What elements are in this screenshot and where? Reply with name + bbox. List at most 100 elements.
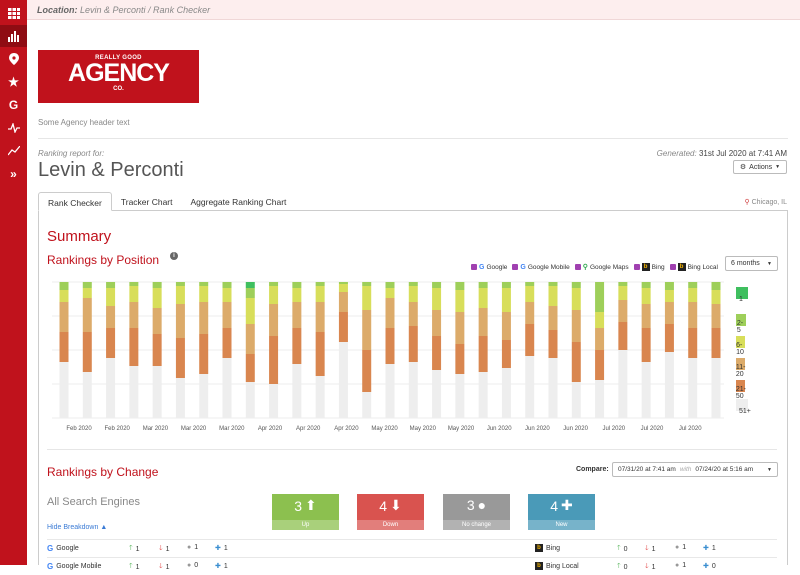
- bar-segment-51+[interactable]: [408, 362, 418, 418]
- bar-segment-6-10[interactable]: [664, 290, 674, 302]
- bar-segment-6-10[interactable]: [478, 288, 488, 308]
- bar-segment-51+[interactable]: [711, 358, 721, 418]
- legend-item[interactable]: 11-20: [736, 350, 749, 378]
- activity-icon[interactable]: [0, 117, 27, 139]
- legend-item[interactable]: 6-10: [736, 328, 747, 356]
- bar-segment-2-5[interactable]: [269, 282, 279, 286]
- bar-segment-6-10[interactable]: [269, 286, 279, 304]
- bar-segment-11-20[interactable]: [641, 304, 651, 328]
- tab-rank-checker[interactable]: Rank Checker: [38, 192, 112, 211]
- bar-segment-51+[interactable]: [175, 378, 185, 418]
- tab-aggregate-ranking-chart[interactable]: Aggregate Ranking Chart: [190, 197, 287, 207]
- bar-segment-21-50[interactable]: [315, 332, 325, 376]
- bar-segment-2-5[interactable]: [595, 282, 605, 312]
- tab-tracker-chart[interactable]: Tracker Chart: [120, 197, 173, 207]
- bar-segment-21-50[interactable]: [362, 350, 372, 392]
- bar-segment-2-5[interactable]: [362, 282, 372, 286]
- bar-segment-11-20[interactable]: [59, 302, 69, 332]
- bar-segment-2-5[interactable]: [199, 282, 209, 286]
- bar-segment-11-20[interactable]: [199, 302, 209, 334]
- bar-segment-51+[interactable]: [641, 362, 651, 418]
- bar-segment-6-10[interactable]: [548, 286, 558, 306]
- bar-segment-6-10[interactable]: [292, 288, 302, 302]
- compare-select[interactable]: 07/31/20 at 7:41 am with 07/24/20 at 5:1…: [612, 462, 778, 477]
- change-card-new[interactable]: 4 ✚ New: [528, 494, 595, 530]
- bar-segment-21-50[interactable]: [525, 324, 535, 356]
- actions-button[interactable]: ⚙ Actions ▼: [733, 160, 787, 174]
- engine-filter-bing[interactable]: b Bing: [633, 263, 665, 271]
- bar-segment-51+[interactable]: [362, 392, 372, 418]
- bar-segment-21-50[interactable]: [59, 332, 69, 362]
- bar-segment-21-50[interactable]: [82, 332, 92, 372]
- bar-segment-51+[interactable]: [595, 380, 605, 418]
- bar-segment-11-20[interactable]: [385, 298, 395, 328]
- bar-segment-51+[interactable]: [385, 364, 395, 418]
- engine-filter-bing-local[interactable]: b Bing Local: [669, 263, 718, 271]
- bar-segment-51+[interactable]: [432, 370, 442, 418]
- bar-segment-51+[interactable]: [222, 358, 232, 418]
- bar-segment-6-10[interactable]: [501, 288, 511, 312]
- bar-segment-6-10[interactable]: [688, 288, 698, 302]
- bar-segment-6-10[interactable]: [385, 288, 395, 298]
- bar-segment-11-20[interactable]: [222, 302, 232, 328]
- legend-item[interactable]: 51+: [736, 394, 751, 415]
- bar-segment-11-20[interactable]: [408, 302, 418, 326]
- bar-segment-11-20[interactable]: [338, 292, 348, 312]
- bar-segment-2-5[interactable]: [175, 282, 185, 286]
- bar-segment-11-20[interactable]: [362, 310, 372, 350]
- change-card-up[interactable]: 3 ⬆ Up: [272, 494, 339, 530]
- bar-segment-2-5[interactable]: [59, 282, 69, 290]
- bar-segment-21-50[interactable]: [688, 328, 698, 358]
- bar-segment-21-50[interactable]: [618, 322, 628, 350]
- bar-segment-11-20[interactable]: [688, 302, 698, 328]
- legend-item[interactable]: 1: [736, 282, 748, 303]
- info-icon[interactable]: i: [170, 252, 178, 260]
- bar-segment-11-20[interactable]: [175, 304, 185, 338]
- bar-segment-11-20[interactable]: [245, 324, 255, 354]
- bar-segment-51+[interactable]: [245, 382, 255, 418]
- bar-segment-6-10[interactable]: [362, 286, 372, 310]
- engine-filter-google-mobile[interactable]: G Google Mobile: [512, 264, 570, 271]
- bar-segment-11-20[interactable]: [432, 310, 442, 336]
- bar-segment-21-50[interactable]: [432, 336, 442, 370]
- bar-segment-51+[interactable]: [338, 342, 348, 418]
- bar-segment-6-10[interactable]: [82, 288, 92, 298]
- bar-segment-51+[interactable]: [478, 372, 488, 418]
- bar-segment-21-50[interactable]: [385, 328, 395, 364]
- bar-segment-6-10[interactable]: [222, 288, 232, 302]
- trend-icon[interactable]: [0, 140, 27, 162]
- bar-segment-11-20[interactable]: [129, 302, 139, 328]
- bar-segment-51+[interactable]: [525, 356, 535, 418]
- bar-segment-6-10[interactable]: [129, 286, 139, 302]
- bar-segment-2-5[interactable]: [338, 282, 348, 284]
- bar-segment-51+[interactable]: [269, 384, 279, 418]
- engine-filter-google-maps[interactable]: ⚲ Google Maps: [574, 263, 629, 271]
- bar-segment-21-50[interactable]: [408, 326, 418, 362]
- bar-segment-2-5[interactable]: [152, 282, 162, 288]
- legend-item[interactable]: 2-5: [736, 306, 746, 334]
- bar-segment-6-10[interactable]: [338, 284, 348, 292]
- bar-segment-21-50[interactable]: [292, 328, 302, 364]
- google-icon[interactable]: G: [8, 98, 19, 112]
- bar-segment-51+[interactable]: [548, 358, 558, 418]
- map-pin-icon[interactable]: [0, 48, 27, 70]
- bar-segment-11-20[interactable]: [595, 328, 605, 350]
- bar-segment-6-10[interactable]: [571, 288, 581, 310]
- bar-segment-51+[interactable]: [129, 366, 139, 418]
- bar-segment-21-50[interactable]: [338, 312, 348, 342]
- bar-segment-2-5[interactable]: [711, 282, 721, 290]
- breadcrumb-path[interactable]: Levin & Perconti / Rank Checker: [80, 5, 211, 15]
- bar-segment-6-10[interactable]: [315, 286, 325, 302]
- bar-segment-6-10[interactable]: [175, 286, 185, 304]
- bar-segment-21-50[interactable]: [269, 336, 279, 384]
- bar-segment-6-10[interactable]: [711, 290, 721, 304]
- bar-segment-51+[interactable]: [664, 352, 674, 418]
- bar-segment-2-5[interactable]: [408, 282, 418, 286]
- bar-segment-21-50[interactable]: [478, 336, 488, 372]
- bar-segment-51+[interactable]: [688, 358, 698, 418]
- bar-segment-2-5[interactable]: [688, 282, 698, 288]
- bar-segment-21-50[interactable]: [129, 328, 139, 366]
- bar-segment-11-20[interactable]: [548, 306, 558, 330]
- bar-segment-2-5[interactable]: [664, 282, 674, 290]
- bar-segment-11-20[interactable]: [106, 306, 116, 328]
